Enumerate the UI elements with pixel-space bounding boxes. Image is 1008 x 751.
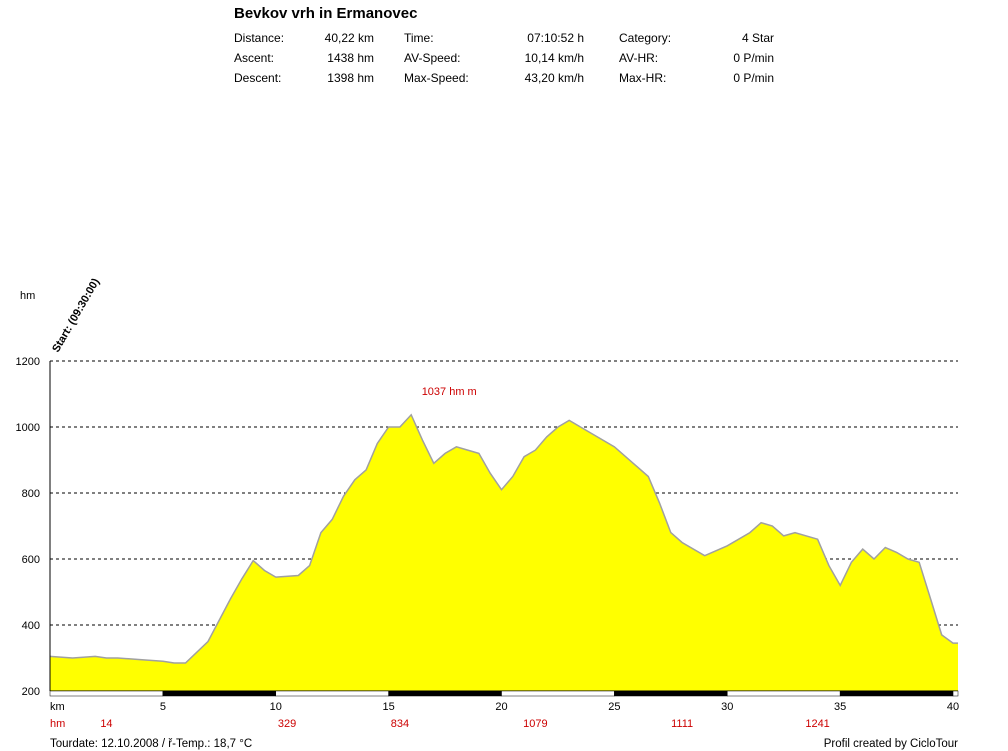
y-tick-label: 600	[22, 554, 40, 566]
ascent-label: Ascent:	[234, 51, 275, 65]
hm-data-label: hm	[50, 718, 65, 730]
descent-value: 1398 hm	[327, 71, 374, 85]
max-elevation-label: 1037 hm m	[422, 386, 477, 398]
distance-bar-segment	[614, 690, 728, 697]
x-tick-label: 25	[608, 701, 620, 713]
maxhr-label: Max-HR:	[619, 71, 667, 85]
category-label: Category:	[619, 31, 672, 45]
x-tick-label: 20	[495, 701, 507, 713]
x-tick-label: 15	[383, 701, 395, 713]
elevation-area	[50, 414, 958, 691]
x-tick-label: 35	[834, 701, 846, 713]
hm-data-label: 1241	[805, 718, 829, 730]
x-tick-label: 30	[721, 701, 733, 713]
maxspeed-label: Max-Speed:	[404, 71, 469, 85]
maxhr-value: 0 P/min	[733, 71, 774, 85]
hm-data-label: 1079	[523, 718, 547, 730]
y-tick-label: 800	[22, 488, 40, 500]
hm-data-label: 329	[278, 718, 296, 730]
route-title: Bevkov vrh in Ermanovec	[234, 5, 418, 22]
time-label: Time:	[404, 31, 434, 45]
ascent-value: 1438 hm	[327, 51, 374, 65]
tour-date-footer: Tourdate: 12.10.2008 / ř-Temp.: 18,7 °C	[50, 738, 253, 750]
x-tick-label: 10	[270, 701, 282, 713]
avspeed-value: 10,14 km/h	[524, 51, 584, 65]
axes: 200 400 600 800 1000 1200 km 5 10 15 20 25 30 35 40 hm 1…	[16, 356, 960, 730]
avhr-label: AV-HR:	[619, 51, 659, 65]
distance-bar-segment	[49, 690, 164, 697]
start-time-label: Start: (09:30:00)	[50, 276, 102, 354]
x-axis-label: km	[50, 701, 65, 713]
hm-data-label: 834	[391, 718, 409, 730]
time-value: 07:10:52 h	[527, 31, 584, 45]
distance-bar-segment	[727, 690, 841, 697]
y-tick-label: 1200	[16, 356, 40, 368]
distance-bar-segment	[952, 690, 959, 697]
y-tick-label: 400	[22, 620, 40, 632]
avhr-value: 0 P/min	[733, 51, 774, 65]
distance-bar-segment	[162, 690, 277, 697]
hm-data-label: 1111	[671, 718, 693, 730]
category-value: 4 Star	[741, 31, 774, 45]
y-tick-label: 1000	[16, 422, 40, 434]
distance-label: Distance:	[234, 31, 285, 45]
distance-bar-segment	[275, 690, 389, 697]
credit-footer: Profil created by CicloTour	[823, 738, 958, 750]
distance-bar-segment	[839, 690, 954, 697]
avspeed-label: AV-Speed:	[404, 51, 461, 65]
x-tick-label: 5	[160, 701, 166, 713]
distance-bar-segment	[388, 690, 502, 697]
y-axis-label: hm	[20, 290, 35, 302]
elevation-outline	[49, 413, 958, 664]
distance-value: 40,22 km	[324, 31, 374, 45]
descent-label: Descent:	[234, 71, 282, 85]
y-tick-label: 200	[22, 686, 40, 698]
x-tick-label: 40	[947, 701, 959, 713]
distance-bar-segment	[501, 690, 615, 697]
hm-data-label: 14	[100, 718, 112, 730]
maxspeed-value: 43,20 km/h	[524, 71, 584, 85]
